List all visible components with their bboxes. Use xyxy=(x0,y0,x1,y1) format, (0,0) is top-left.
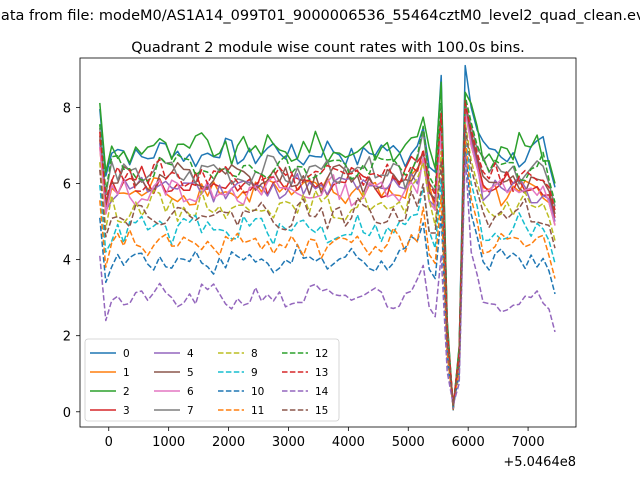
legend-label-10: 10 xyxy=(251,386,264,398)
series-line-6 xyxy=(99,110,556,409)
x-offset-label: +5.0464e8 xyxy=(503,455,576,470)
y-tick-label: 6 xyxy=(63,178,71,193)
x-tick-label: 5000 xyxy=(392,435,425,450)
legend-label-2: 2 xyxy=(123,386,130,398)
series-line-7 xyxy=(99,102,556,408)
legend-label-11: 11 xyxy=(251,405,264,417)
series-line-12 xyxy=(99,95,556,407)
series-line-5 xyxy=(99,106,556,409)
series-line-9 xyxy=(99,133,556,408)
legend-label-13: 13 xyxy=(315,367,328,379)
series-line-11 xyxy=(99,137,556,407)
series-layer xyxy=(99,64,556,411)
legend-label-1: 1 xyxy=(123,367,130,379)
x-tick-label: 6000 xyxy=(452,435,485,450)
legend-label-6: 6 xyxy=(187,386,194,398)
y-tick-label: 0 xyxy=(63,406,71,421)
legend-box xyxy=(84,338,340,422)
y-tick-label: 4 xyxy=(63,254,71,269)
figure-suptitle: Data from file: modeM0/AS1A14_099T01_900… xyxy=(0,8,640,24)
x-tick-label: 4000 xyxy=(332,435,365,450)
x-tick-label: 7000 xyxy=(512,435,545,450)
series-line-13 xyxy=(99,102,556,406)
x-tick-label: 0 xyxy=(105,435,113,450)
x-tick-label: 1000 xyxy=(152,435,185,450)
y-tick-label: 8 xyxy=(63,101,71,116)
series-line-15 xyxy=(99,125,556,405)
series-line-8 xyxy=(99,121,556,408)
legend-label-12: 12 xyxy=(315,348,328,360)
legend-label-8: 8 xyxy=(251,348,258,360)
legend-label-14: 14 xyxy=(315,386,329,398)
plot-frame xyxy=(79,57,577,428)
legend-label-4: 4 xyxy=(187,348,194,360)
legend-label-7: 7 xyxy=(187,405,194,417)
series-line-14 xyxy=(99,152,556,406)
legend-label-9: 9 xyxy=(251,367,258,379)
x-tick-label: 2000 xyxy=(212,435,245,450)
legend-label-3: 3 xyxy=(123,405,130,417)
y-tick-label: 2 xyxy=(63,330,71,345)
series-line-10 xyxy=(99,144,556,407)
x-tick-label: 3000 xyxy=(272,435,305,450)
x-axis: 0 1000 2000 3000 4000 5000 6000 7000 xyxy=(105,427,545,450)
legend-label-0: 0 xyxy=(123,348,130,360)
legend-label-15: 15 xyxy=(315,405,328,417)
y-axis: 0 2 4 6 8 xyxy=(63,101,80,421)
chart-title: Quadrant 2 module wise count rates with … xyxy=(131,40,525,56)
legend-label-5: 5 xyxy=(187,367,194,379)
